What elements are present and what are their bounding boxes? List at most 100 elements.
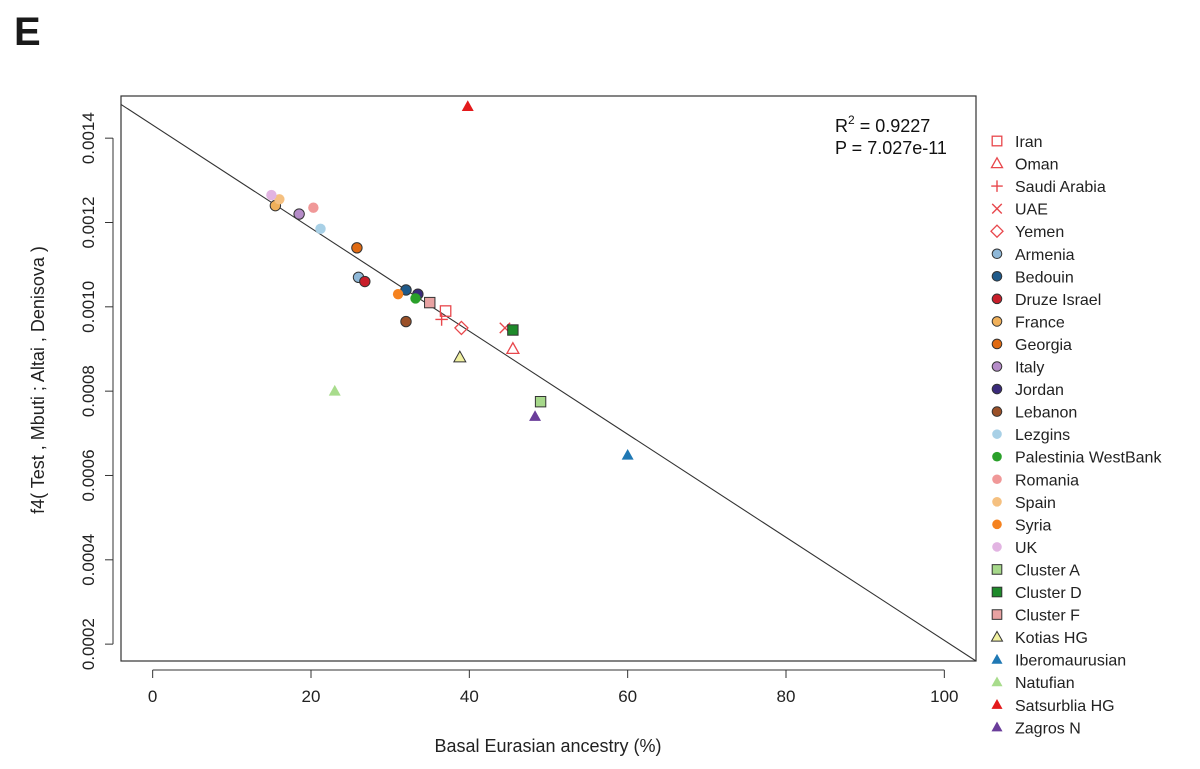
data-point-lezgins: [315, 223, 326, 235]
data-point-romania: [308, 202, 319, 213]
y-axis-title: f4( Test , Mbuti ; Altai , Denisova ): [28, 246, 48, 514]
legend-item-spain: Spain: [992, 495, 1056, 512]
legend-item-iran: Iran: [991, 134, 1043, 151]
x-tick-label: 80: [777, 687, 796, 706]
x-tick-label: 60: [618, 687, 637, 706]
legend-marker: [991, 135, 1003, 147]
x-axis-title: Basal Eurasian ancestry (%): [434, 736, 661, 756]
legend-label: Natufian: [1015, 675, 1075, 692]
legend-marker: [991, 721, 1003, 732]
legend-item-lebanon: Lebanon: [991, 405, 1077, 422]
legend-marker: [992, 542, 1002, 552]
legend-label: Lebanon: [1015, 405, 1077, 422]
legend-label: Georgia: [1015, 337, 1072, 354]
r-squared-prefix: R: [835, 116, 848, 136]
legend-item-iberomaurusian: Iberomaurusian: [991, 653, 1126, 670]
legend-label: Iberomaurusian: [1015, 653, 1126, 670]
legend-marker: [991, 406, 1003, 417]
legend-item-lezgins: Lezgins: [992, 427, 1070, 444]
legend-marker: [992, 451, 1002, 462]
legend-item-druze-israel: Druze Israel: [991, 292, 1101, 309]
legend-marker: [991, 698, 1003, 709]
legend-marker: [991, 293, 1003, 305]
legend-label: Spain: [1015, 495, 1056, 512]
legend-item-romania: Romania: [992, 472, 1079, 489]
legend: Iran Oman Saudi Arabia UAE Yemen Armenia Bedou…: [990, 134, 1162, 737]
plot-frame: [120, 95, 977, 662]
y-tick-label: 0.0012: [79, 196, 98, 248]
y-tick-label: 0.0004: [79, 534, 98, 586]
legend-marker: [991, 653, 1003, 664]
legend-item-uae: UAE: [991, 202, 1048, 219]
data-point-oman: [505, 341, 520, 355]
legend-marker: [992, 429, 1002, 439]
legend-item-italy: Italy: [991, 360, 1044, 377]
legend-marker: [990, 630, 1004, 642]
legend-item-bedouin: Bedouin: [991, 269, 1074, 286]
legend-marker: [991, 586, 1003, 598]
data-point-palestinia-westbank: [410, 293, 421, 304]
legend-marker: [992, 497, 1002, 507]
legend-label: Syria: [1015, 517, 1052, 534]
legend-item-satsurblia-hg: Satsurblia HG: [991, 698, 1115, 715]
panel-label: E: [14, 10, 41, 54]
data-point-iberomaurusian: [621, 448, 634, 460]
legend-marker: [990, 156, 1004, 169]
data-point-lebanon: [400, 315, 412, 328]
legend-label: Jordan: [1015, 382, 1064, 399]
legend-label: UAE: [1015, 202, 1048, 219]
legend-label: Cluster A: [1015, 562, 1080, 579]
legend-marker: [990, 224, 1004, 239]
legend-marker: [992, 474, 1002, 485]
legend-label: Yemen: [1015, 224, 1064, 241]
x-tick-label: 0: [148, 687, 157, 706]
data-point-cluster-a: [534, 395, 547, 408]
x-tick-label: 20: [302, 687, 321, 706]
legend-label: Lezgins: [1015, 427, 1070, 444]
data-point-georgia: [351, 242, 363, 254]
legend-item-palestinia-westbank: Palestinia WestBank: [992, 450, 1162, 467]
legend-item-syria: Syria: [992, 517, 1052, 534]
legend-label: Zagros N: [1015, 720, 1081, 737]
legend-item-cluster-f: Cluster F: [991, 608, 1080, 625]
legend-item-kotias-hg: Kotias HG: [990, 630, 1088, 647]
data-point-natufian: [328, 384, 341, 396]
y-tick-label: 0.0010: [79, 281, 98, 333]
legend-item-oman: Oman: [990, 156, 1059, 174]
data-point-zagros-n: [529, 410, 542, 421]
legend-label: Romania: [1015, 472, 1079, 489]
data-point-druze-israel: [359, 275, 371, 288]
legend-marker: [991, 361, 1003, 372]
legend-item-armenia: Armenia: [991, 247, 1075, 264]
data-point-spain: [274, 194, 285, 205]
legend-label: Cluster F: [1015, 608, 1080, 625]
legend-marker: [991, 248, 1003, 260]
legend-label: Palestinia WestBank: [1015, 450, 1162, 467]
data-point-yemen: [453, 320, 469, 336]
x-tick-label: 40: [460, 687, 479, 706]
legend-label: Druze Israel: [1015, 292, 1101, 309]
r-squared-value: = 0.9227: [855, 116, 931, 136]
legend-item-cluster-d: Cluster D: [991, 585, 1082, 602]
legend-marker: [991, 316, 1003, 327]
legend-label: Iran: [1015, 134, 1043, 151]
data-point-cluster-f: [424, 296, 436, 309]
legend-label: France: [1015, 314, 1065, 331]
data-point-iran: [439, 305, 452, 317]
data-point-satsurblia-hg: [461, 100, 474, 111]
legend-item-jordan: Jordan: [991, 382, 1064, 399]
r-squared-superscript: 2: [848, 113, 855, 127]
legend-label: Saudi Arabia: [1015, 179, 1106, 196]
legend-marker: [991, 609, 1003, 620]
legend-label: Satsurblia HG: [1015, 698, 1115, 715]
legend-item-georgia: Georgia: [991, 337, 1072, 354]
legend-item-cluster-a: Cluster A: [991, 562, 1080, 579]
data-point-cluster-d: [507, 324, 519, 336]
legend-label: UK: [1015, 540, 1038, 557]
legend-marker: [991, 676, 1003, 687]
legend-item-natufian: Natufian: [991, 675, 1075, 692]
y-tick-label: 0.0014: [79, 112, 98, 164]
y-tick-label: 0.0008: [79, 365, 98, 417]
legend-marker: [992, 519, 1002, 530]
